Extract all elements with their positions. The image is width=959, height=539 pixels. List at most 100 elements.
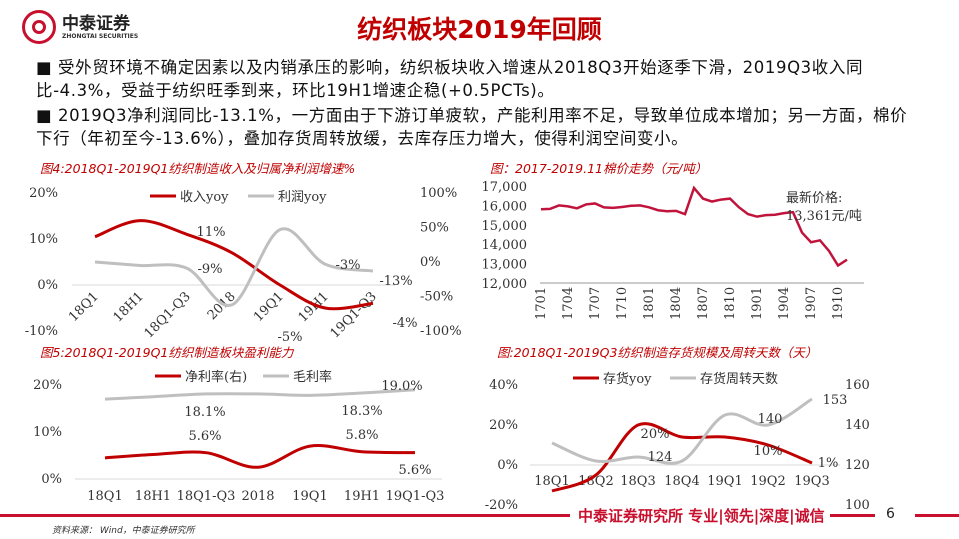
y-tick-label: 12,000: [482, 277, 528, 292]
data-label: 140: [758, 412, 783, 427]
chart-1-title: 图4:2018Q1-2019Q1纺织制造收入及归属净利润增速%: [40, 161, 356, 176]
y-tick-label: 14,000: [482, 238, 528, 253]
data-label: 11%: [197, 225, 226, 240]
page-number: 6: [886, 506, 895, 522]
source-note: 资料来源： Wind，中泰证券研究所: [52, 526, 195, 536]
logo: 中泰证券 ZHONGTAI SECURITIES: [22, 10, 138, 44]
y-tick-label: 0%: [497, 458, 518, 473]
y2-tick-label: 0%: [420, 255, 441, 270]
x-tick-label: 1901: [750, 287, 765, 320]
x-tick-label: 18H1: [135, 489, 171, 504]
data-label: 10%: [754, 444, 783, 459]
logo-en: ZHONGTAI SECURITIES: [62, 32, 139, 40]
series-line-1: [104, 444, 416, 469]
x-tick-label: 1707: [588, 287, 603, 320]
data-label: -3%: [335, 258, 360, 273]
data-label: -13%: [379, 274, 412, 289]
bullet-marker-icon: ■: [36, 58, 53, 77]
y-tick-label: -10%: [25, 324, 58, 339]
y-tick-label: 10%: [29, 232, 58, 247]
y-tick-label: 15,000: [482, 219, 528, 234]
x-tick-label: 19Q3: [794, 474, 829, 489]
data-label: 5.6%: [188, 429, 221, 444]
x-tick-label: 19Q1: [251, 289, 287, 325]
y-tick-label: 40%: [489, 378, 518, 393]
x-tick-label: 18Q3: [620, 474, 655, 489]
annotation-label: 最新价格:: [786, 190, 842, 206]
x-tick-label: 19Q2: [750, 474, 785, 489]
data-label: 19.0%: [381, 379, 422, 394]
footer-divider: [915, 514, 959, 517]
y-tick-label: 13,000: [482, 258, 528, 273]
data-label: 153: [823, 393, 848, 408]
data-label: -4%: [392, 316, 417, 331]
legend-label: 毛利率: [293, 369, 332, 385]
y2-tick-label: 100: [845, 498, 870, 513]
x-tick-label: 2018: [205, 289, 239, 323]
bullet-text: 2019Q3净利润同比-13.1%，一方面由于下游订单疲软，产能利用率不足，导致…: [36, 106, 908, 148]
data-label: 124: [648, 450, 673, 465]
y2-tick-label: -100%: [420, 324, 462, 339]
footer-brand: 中泰证券研究所 专业|领先|深度|诚信: [578, 505, 825, 526]
bullet-text: 受外贸环境不确定因素以及内销承压的影响，纺织板块收入增速从2018Q3开始逐季下…: [36, 58, 864, 100]
x-tick-label: 19Q1-Q3: [328, 289, 380, 341]
chart-3-title: 图5:2018Q1-2019Q1纺织制造板块盈利能力: [40, 345, 294, 360]
x-tick-label: 18Q1: [534, 474, 569, 489]
bullet-marker-icon: ■: [36, 106, 53, 125]
x-tick-label: 1810: [723, 287, 738, 320]
x-tick-label: 18Q1-Q3: [177, 489, 236, 504]
page-title: 纺织板块2019年回顾: [357, 15, 602, 44]
data-label: 5.8%: [345, 428, 378, 443]
x-tick-label: 19H1: [344, 489, 380, 504]
legend-label: 存货yoy: [603, 371, 652, 387]
y2-tick-label: 120: [845, 458, 870, 473]
y-tick-label: 20%: [489, 418, 518, 433]
x-tick-label: 1807: [696, 287, 711, 320]
x-tick-label: 1804: [669, 287, 684, 320]
x-tick-label: 18Q2: [578, 474, 613, 489]
y2-tick-label: 140: [845, 418, 870, 433]
x-tick-label: 2018: [241, 489, 274, 504]
legend-label: 净利率(右): [185, 369, 247, 385]
logo-icon: [22, 10, 56, 44]
x-tick-label: 19Q1: [292, 489, 327, 504]
chart-2-title: 图：2017-2019.11棉价走势（元/吨）: [490, 161, 708, 176]
x-tick-label: 1801: [642, 287, 657, 320]
y-tick-label: -20%: [485, 498, 518, 513]
y2-tick-label: 100%: [420, 186, 457, 201]
data-label: 18.3%: [341, 404, 382, 419]
y-tick-label: 0%: [37, 278, 58, 293]
y-tick-label: 17,000: [482, 180, 528, 195]
data-label: -5%: [277, 330, 302, 345]
x-tick-label: 1910: [831, 287, 846, 320]
x-tick-label: 1710: [615, 287, 630, 320]
x-tick-label: 19Q1-Q3: [386, 489, 445, 504]
y-tick-label: 20%: [29, 186, 58, 201]
x-tick-label: 18Q1: [66, 289, 102, 325]
x-tick-label: 18Q1: [87, 489, 122, 504]
y2-tick-label: -50%: [420, 290, 453, 305]
data-label: 5.6%: [398, 463, 431, 478]
y-tick-label: 0%: [41, 472, 62, 487]
series-line-2: [104, 388, 416, 401]
footer-divider: [830, 514, 875, 517]
bullet-2: ■ 2019Q3净利润同比-13.1%，一方面由于下游订单疲软，产能利用率不足，导…: [36, 104, 916, 150]
x-tick-label: 18H1: [111, 289, 147, 325]
data-label: 1%: [818, 456, 839, 471]
x-tick-label: 19Q1: [707, 474, 742, 489]
x-tick-label: 1704: [561, 287, 576, 320]
x-tick-label: 18Q4: [664, 474, 699, 489]
x-tick-label: 1701: [534, 287, 549, 320]
x-tick-label: 18Q1-Q3: [142, 289, 194, 341]
data-label: 18.1%: [184, 405, 225, 420]
chart-4-title: 图:2018Q1-2019Q3纺织制造存货规模及周转天数（天）: [497, 345, 818, 360]
data-label: -9%: [197, 262, 222, 277]
annotation-value: 13,361元/吨: [786, 209, 862, 224]
y-tick-label: 10%: [33, 425, 62, 440]
legend-label: 存货周转天数: [700, 371, 778, 387]
legend-label: 收入yoy: [180, 190, 229, 205]
data-label: 20%: [641, 427, 670, 442]
bullet-1: ■ 受外贸环境不确定因素以及内销承压的影响，纺织板块收入增速从2018Q3开始逐季…: [36, 56, 916, 102]
x-tick-label: 1904: [777, 287, 792, 320]
